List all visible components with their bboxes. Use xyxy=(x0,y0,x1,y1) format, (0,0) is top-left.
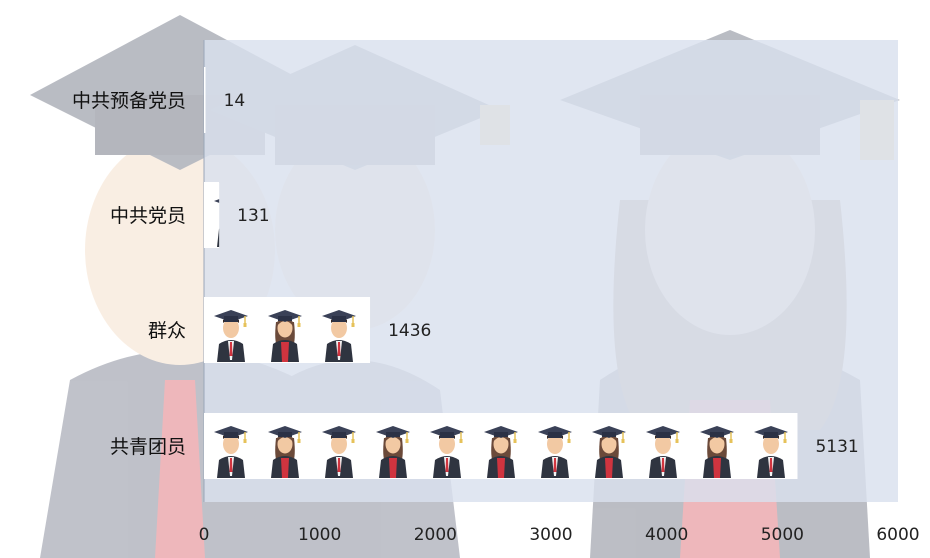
x-tick-label: 1000 xyxy=(298,525,341,545)
bar xyxy=(204,297,371,363)
graduate-male-icon xyxy=(642,414,684,478)
bar xyxy=(204,67,206,133)
graduate-female-icon xyxy=(480,414,522,478)
category-label: 群众 xyxy=(148,320,186,342)
value-label: 14 xyxy=(224,91,246,111)
graduate-male-icon xyxy=(750,414,792,478)
x-tick-label: 4000 xyxy=(645,525,688,545)
graduate-female-icon xyxy=(588,414,630,478)
value-label: 1436 xyxy=(388,321,431,341)
value-label: 5131 xyxy=(815,437,858,457)
graduate-male-icon xyxy=(210,298,252,362)
x-tick-label: 2000 xyxy=(414,525,457,545)
bar xyxy=(204,413,798,479)
category-label: 中共预备党员 xyxy=(72,90,186,112)
graduate-male-icon xyxy=(318,298,360,362)
graduate-male-icon xyxy=(210,414,252,478)
graduate-female-icon xyxy=(696,414,738,478)
value-label: 131 xyxy=(237,206,269,226)
bar xyxy=(204,182,220,248)
category-label: 共青团员 xyxy=(110,436,186,458)
x-tick-label: 3000 xyxy=(529,525,572,545)
graduate-female-icon xyxy=(372,414,414,478)
x-tick-label: 5000 xyxy=(761,525,804,545)
graduate-female-icon xyxy=(264,298,306,362)
x-tick-label: 6000 xyxy=(876,525,919,545)
graduate-male-icon xyxy=(426,414,468,478)
category-label: 中共党员 xyxy=(110,205,186,227)
graduate-female-icon xyxy=(264,414,306,478)
graduate-male-icon xyxy=(318,414,360,478)
x-tick-label: 0 xyxy=(199,525,210,545)
graduate-male-icon xyxy=(534,414,576,478)
